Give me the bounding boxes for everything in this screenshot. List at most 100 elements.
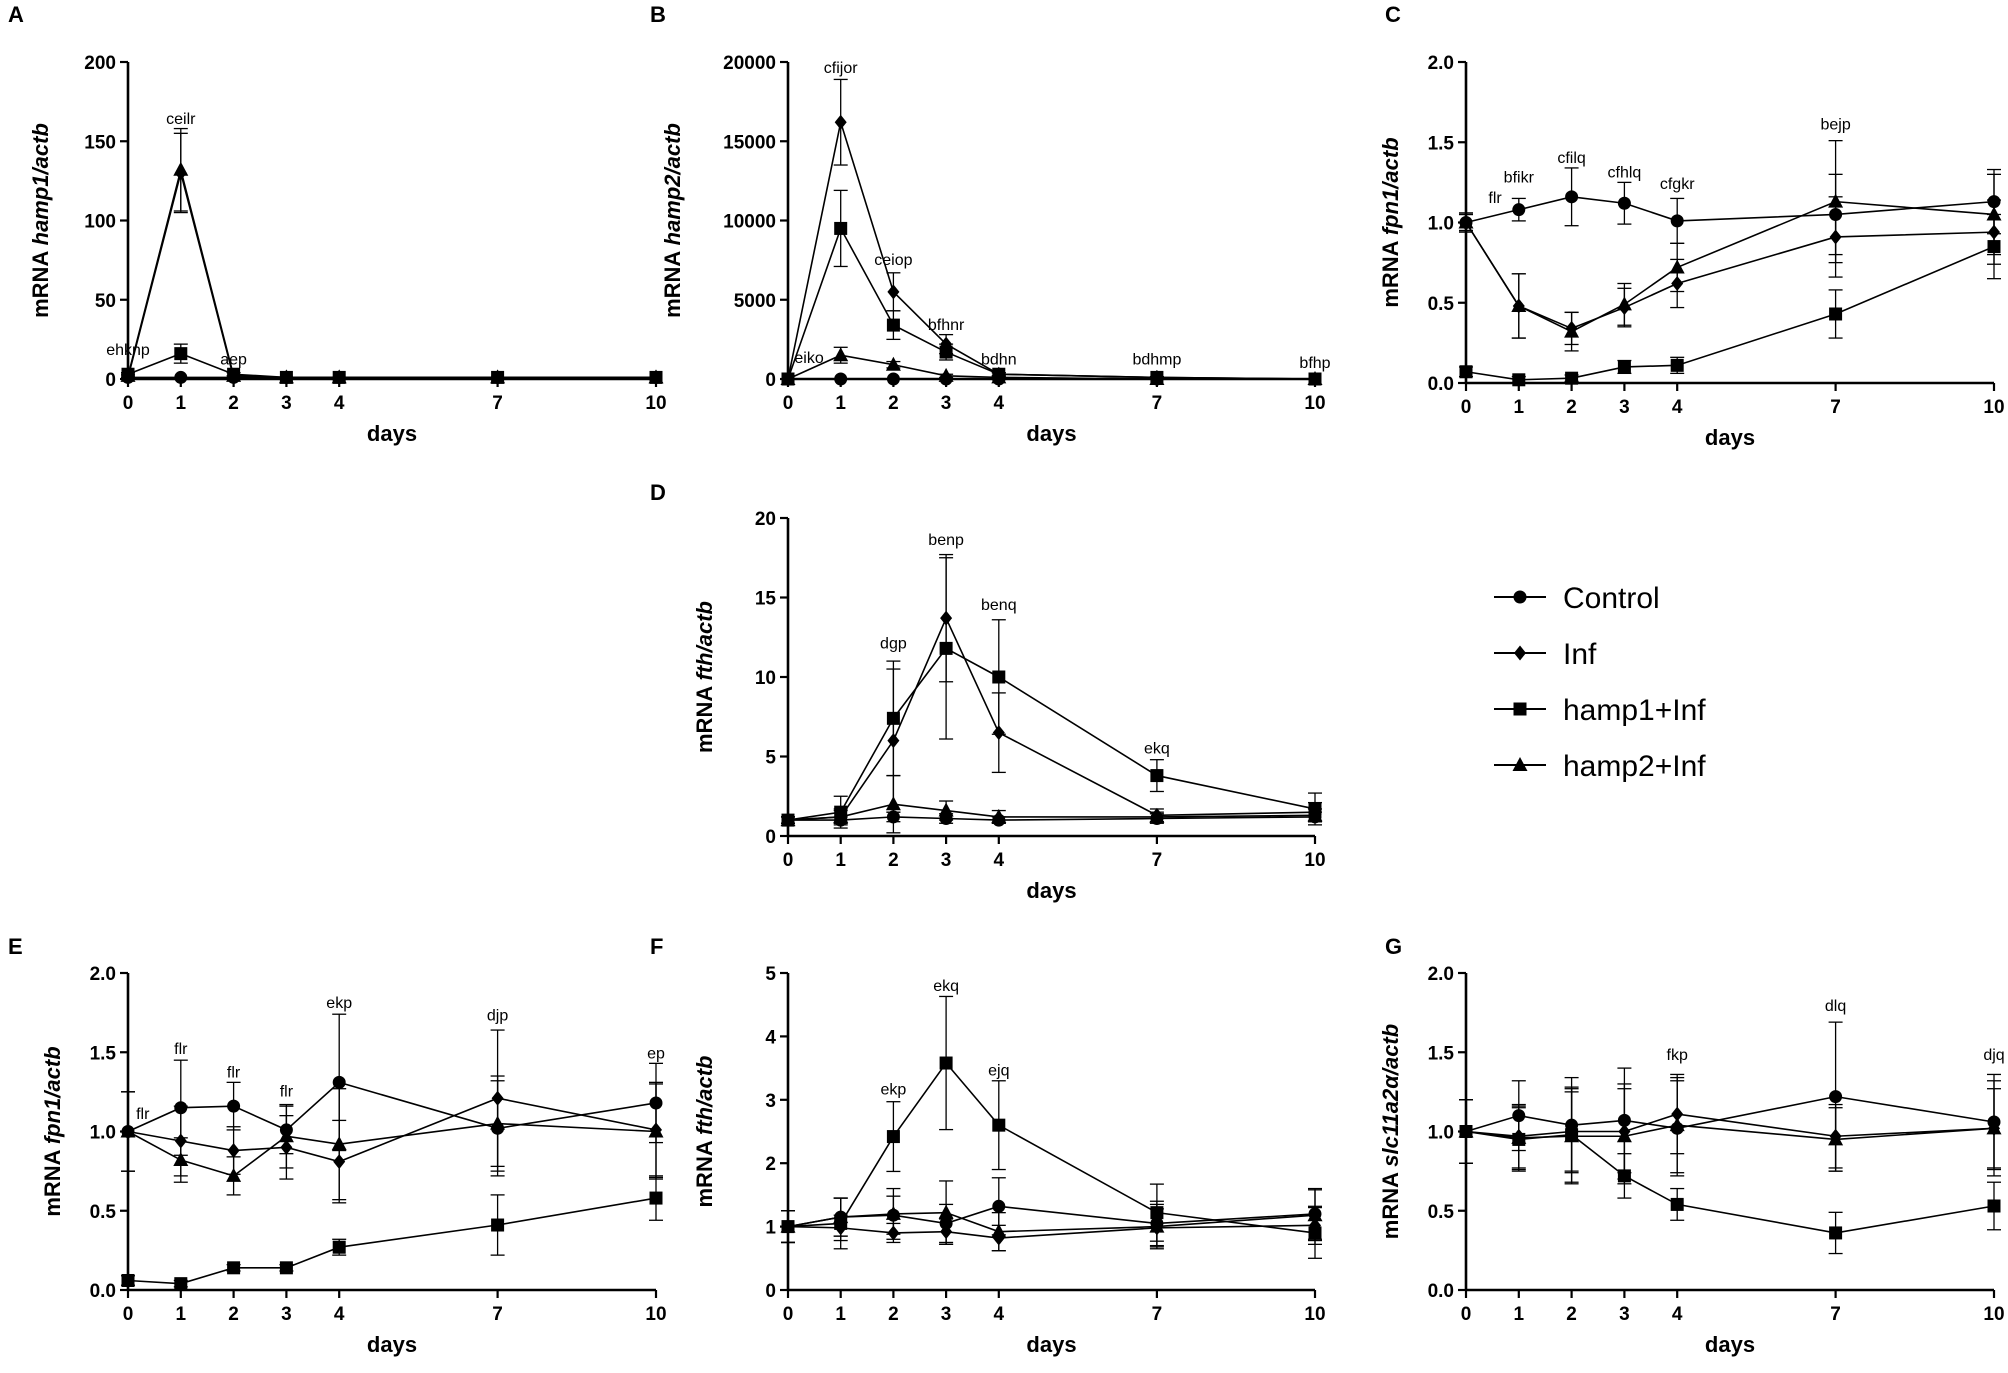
- x-tick-label: 7: [1152, 1304, 1163, 1325]
- y-axis-title: mRNA hamp1/actb: [28, 123, 53, 318]
- data-point-triangle: [1511, 1129, 1527, 1144]
- x-tick-label: 0: [783, 1304, 794, 1325]
- series-line: [787, 1224, 1316, 1239]
- significance-label: flr: [174, 1041, 188, 1058]
- data-point-square: [174, 1277, 188, 1291]
- data-point-triangle: [780, 812, 796, 827]
- y-tick-label: 15000: [723, 132, 776, 153]
- legend-entry-hamp2-inf: hamp2+Inf: [1494, 750, 1706, 783]
- series-inf: [782, 78, 1321, 387]
- x-tick-label: 4: [994, 1304, 1005, 1325]
- panel-c: C 0.0 0.5 1.0 1.5 2.0 0 1 2 3 4 7 10 days mRNA fpn1/ac…: [1378, 2, 2005, 450]
- y-axis-title: mRNA fpn1/actb: [1378, 137, 1403, 307]
- data-point-square: [992, 670, 1006, 684]
- y-tick-label: 2.0: [1428, 964, 1454, 985]
- x-tick-label: 2: [888, 393, 899, 414]
- data-point-circle: [992, 1199, 1006, 1213]
- x-axis-title: days: [1026, 421, 1076, 446]
- series-line: [787, 647, 1316, 821]
- x-tick-label: 0: [1461, 1304, 1472, 1325]
- data-point-square: [121, 1273, 135, 1287]
- series-hamp1-inf: [781, 557, 1322, 829]
- y-tick-label: 5: [765, 748, 776, 769]
- series-line: [1465, 200, 1995, 333]
- x-tick-label: 0: [1461, 397, 1472, 418]
- data-point-square: [649, 1191, 663, 1205]
- panel-letter: E: [8, 934, 23, 959]
- significance-label: bdhn: [981, 352, 1017, 369]
- series-control: [1459, 167, 2001, 256]
- data-point-square: [1512, 373, 1526, 387]
- data-point-triangle: [885, 356, 901, 371]
- legend-label: Control: [1563, 582, 1660, 615]
- data-point-triangle: [938, 802, 954, 817]
- x-tick-label: 7: [492, 393, 503, 414]
- significance-label: flr: [227, 1065, 241, 1082]
- panel-letter: G: [1385, 934, 1402, 959]
- data-point-triangle: [991, 1223, 1007, 1238]
- significance-label: ekp: [326, 995, 352, 1012]
- series-hamp1-inf: [781, 189, 1322, 386]
- y-tick-label: 2: [765, 1154, 776, 1175]
- significance-label: ekp: [881, 1082, 907, 1099]
- significance-label: djq: [1983, 1047, 2004, 1064]
- x-tick-label: 4: [994, 393, 1005, 414]
- data-point-triangle: [226, 1167, 242, 1182]
- x-tick-label: 2: [228, 393, 239, 414]
- x-tick-label: 4: [1672, 1304, 1683, 1325]
- panel-a: A 0 50 100 150 200 0 1 2 3 4 7 10 days mRNA hamp1/actb…: [8, 2, 667, 446]
- data-point-triangle: [1986, 206, 2002, 221]
- significance-label: flr: [280, 1084, 294, 1101]
- y-tick-label: 20: [755, 509, 776, 530]
- y-tick-label: 1.5: [90, 1043, 117, 1064]
- data-point-circle: [174, 370, 188, 384]
- panel-g: G 0.0 0.5 1.0 1.5 2.0 0 1 2 3 4 7 10 days mRNA slc11a2…: [1378, 934, 2005, 1357]
- legend-label: hamp1+Inf: [1563, 694, 1706, 727]
- x-tick-label: 2: [228, 1304, 239, 1325]
- x-tick-label: 4: [1672, 397, 1683, 418]
- data-point-triangle: [885, 1205, 901, 1220]
- data-point-circle: [1670, 214, 1684, 228]
- significance-label: cfgkr: [1660, 176, 1695, 193]
- data-point-triangle: [120, 367, 136, 382]
- x-tick-label: 3: [941, 1304, 952, 1325]
- x-tick-label: 7: [1830, 1304, 1841, 1325]
- data-point-diamond: [887, 284, 900, 300]
- x-tick-label: 0: [123, 393, 134, 414]
- y-tick-label: 1.5: [1428, 1043, 1455, 1064]
- series-line: [787, 616, 1316, 821]
- x-tick-label: 2: [888, 850, 899, 871]
- data-point-square: [992, 1118, 1006, 1132]
- significance-label: ehknp: [106, 342, 150, 359]
- data-point-triangle: [1669, 259, 1685, 274]
- series-line: [127, 1197, 657, 1285]
- data-point-circle: [227, 1099, 241, 1113]
- y-tick-label: 0.5: [1428, 294, 1455, 315]
- y-tick-label: 3: [765, 1091, 776, 1112]
- panel-letter: A: [8, 2, 24, 27]
- series-line: [127, 1122, 657, 1177]
- data-point-triangle: [331, 369, 347, 384]
- data-point-triangle: [1458, 1123, 1474, 1138]
- x-tick-label: 3: [941, 850, 952, 871]
- x-axis-title: days: [367, 1332, 417, 1357]
- y-tick-label: 0.0: [1428, 374, 1454, 395]
- y-tick-label: 10: [755, 668, 776, 689]
- x-axis-title: days: [1705, 425, 1755, 450]
- data-point-triangle: [833, 1209, 849, 1224]
- series-line: [787, 121, 1316, 380]
- significance-label: eiko: [794, 350, 823, 367]
- y-tick-label: 150: [84, 132, 116, 153]
- data-point-triangle: [833, 808, 849, 823]
- x-axis-title: days: [1705, 1332, 1755, 1357]
- y-tick-label: 1.5: [1428, 133, 1455, 154]
- data-point-triangle: [331, 1136, 347, 1151]
- y-tick-label: 1.0: [1428, 214, 1454, 235]
- data-point-square: [227, 1261, 241, 1275]
- y-tick-label: 10000: [723, 212, 776, 233]
- y-tick-label: 50: [95, 291, 116, 312]
- y-tick-label: 200: [84, 53, 116, 74]
- series-hamp2-inf: [780, 774, 1323, 834]
- data-point-triangle: [1828, 193, 1844, 208]
